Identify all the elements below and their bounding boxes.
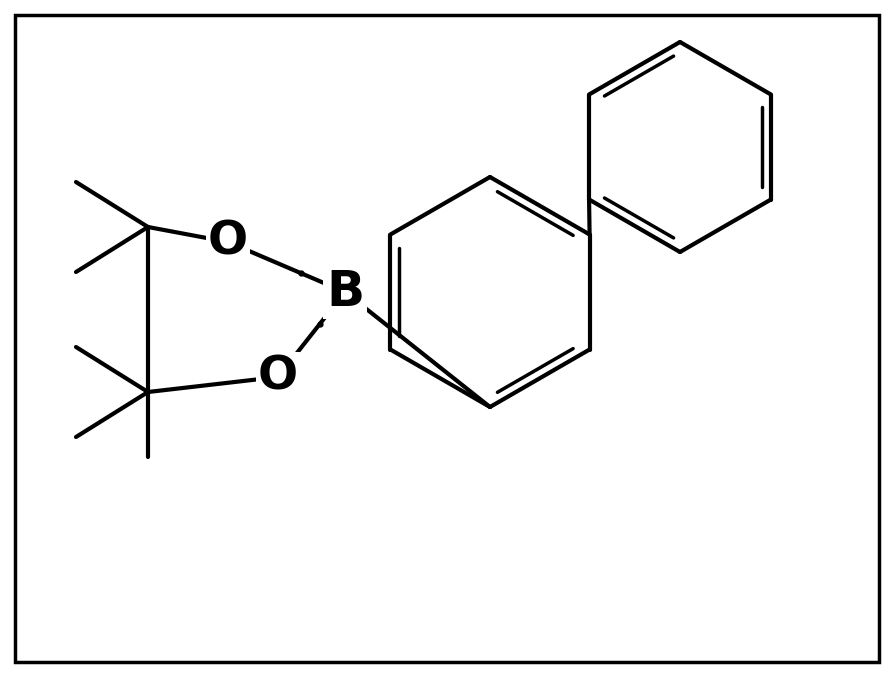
Text: B: B [326, 268, 364, 316]
Text: O: O [208, 219, 248, 265]
Text: O: O [258, 355, 298, 399]
